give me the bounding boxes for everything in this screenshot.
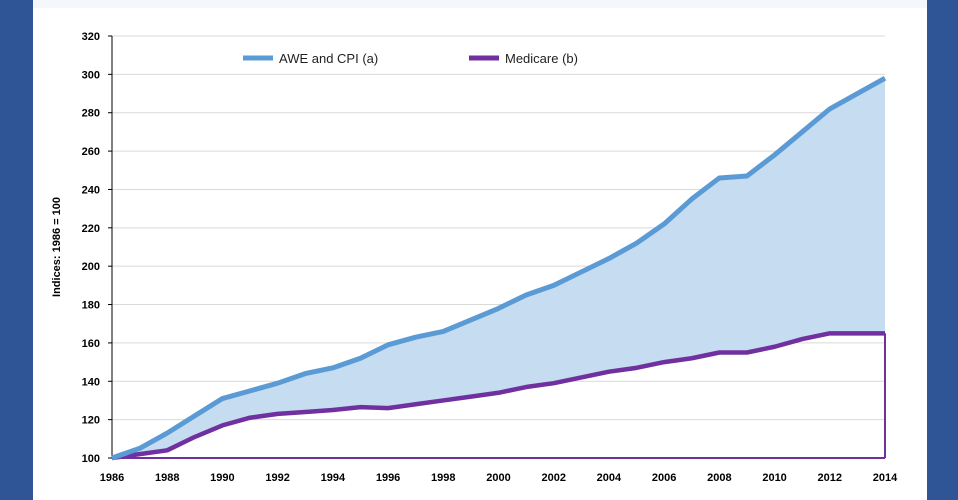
x-tick-label: 1996 bbox=[376, 472, 400, 484]
y-tick-label: 320 bbox=[82, 31, 100, 43]
x-tick-label: 1994 bbox=[321, 472, 346, 484]
x-tick-label: 2002 bbox=[541, 472, 565, 484]
x-tick-label: 2004 bbox=[597, 472, 622, 484]
y-tick-label: 100 bbox=[82, 453, 100, 465]
y-tick-label: 120 bbox=[82, 415, 100, 427]
x-tick-label: 1988 bbox=[155, 472, 179, 484]
x-tick-labels: 1986 1988 1990 1992 1994 1996 1998 2000 2002 2004… bbox=[100, 472, 898, 484]
y-tick-label: 240 bbox=[82, 184, 100, 196]
series-line-medicare bbox=[111, 331, 885, 461]
y-tick-label: 220 bbox=[82, 223, 100, 235]
legend-label-awe-cpi: AWE and CPI (a) bbox=[279, 51, 378, 66]
y-tick-labels: 100 120 140 160 180 200 220 240 260 280 300 320 bbox=[82, 31, 100, 465]
x-tick-label: 1986 bbox=[100, 472, 124, 484]
legend-label-medicare: Medicare (b) bbox=[505, 51, 578, 66]
x-tick-label: 2010 bbox=[762, 472, 786, 484]
x-tick-label: 2000 bbox=[486, 472, 510, 484]
y-tick-label: 180 bbox=[82, 300, 100, 312]
axes bbox=[108, 35, 886, 459]
y-tick-label: 160 bbox=[82, 338, 100, 350]
x-tick-label: 1998 bbox=[431, 472, 455, 484]
panel-top-band bbox=[33, 0, 927, 8]
x-tick-label: 1992 bbox=[265, 472, 289, 484]
series-line-awe-cpi bbox=[111, 76, 887, 461]
y-axis-title: Indices: 1986 = 100 bbox=[51, 197, 63, 297]
x-tick-label: 2014 bbox=[873, 472, 898, 484]
x-tick-label: 2008 bbox=[707, 472, 731, 484]
series-lines bbox=[111, 76, 887, 461]
y-tick-label: 300 bbox=[82, 69, 100, 81]
x-tick-label: 2012 bbox=[818, 472, 842, 484]
legend: AWE and CPI (a) Medicare (b) bbox=[243, 51, 578, 66]
y-tick-label: 260 bbox=[82, 146, 100, 158]
area-between-series bbox=[112, 78, 885, 458]
y-tick-label: 200 bbox=[82, 261, 100, 273]
shaded-gap-area bbox=[112, 78, 885, 458]
x-tick-label: 1990 bbox=[210, 472, 234, 484]
x-tick-label: 2006 bbox=[652, 472, 676, 484]
y-tick-label: 280 bbox=[82, 108, 100, 120]
y-tick-label: 140 bbox=[82, 376, 100, 388]
